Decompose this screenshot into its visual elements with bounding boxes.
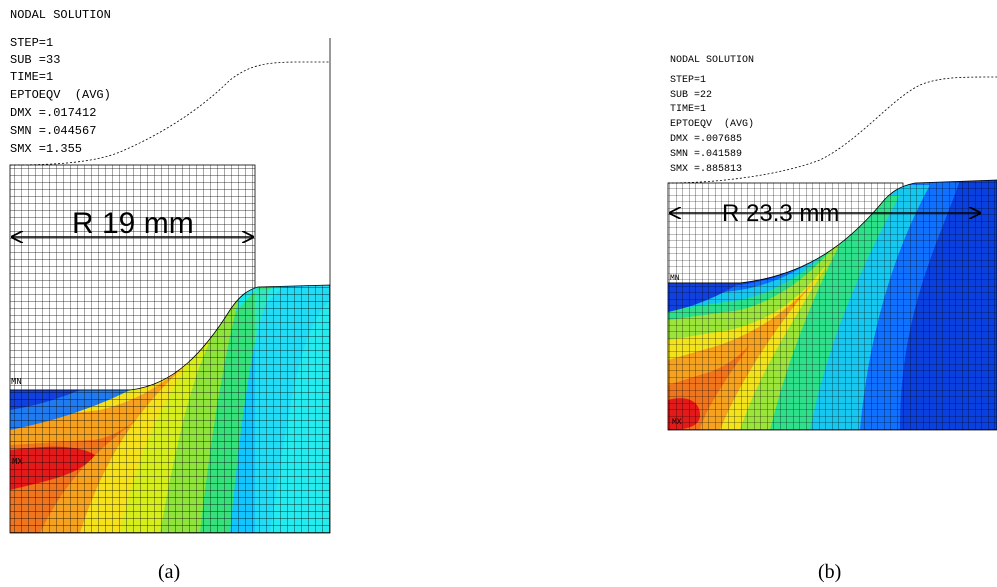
header: NODAL SOLUTION xyxy=(670,55,754,66)
dimension-label: R 23.3 mm xyxy=(722,200,839,227)
info-line: EPTOEQV (AVG) xyxy=(10,88,111,102)
info-line: STEP=1 xyxy=(10,36,53,50)
info-line: EPTOEQV (AVG) xyxy=(670,118,754,130)
info-line: TIME=1 xyxy=(10,70,53,84)
info-line: DMX =.017412 xyxy=(10,106,96,120)
panel-b: NODAL SOLUTION STEP=1 SUB =22 TIME=1 EPT… xyxy=(660,55,997,583)
figure: NODAL SOLUTION STEP=1 SUB =33 TIME=1 EPT… xyxy=(0,0,997,587)
panel-a: NODAL SOLUTION STEP=1 SUB =33 TIME=1 EPT… xyxy=(10,8,330,583)
max-label: MX xyxy=(672,418,682,427)
info-line: SUB =22 xyxy=(670,90,712,101)
info-line: STEP=1 xyxy=(670,75,706,86)
info-line: SMN =.041589 xyxy=(670,149,742,160)
max-label: MX xyxy=(12,457,23,467)
caption: (b) xyxy=(818,561,841,583)
dimension-label: R 19 mm xyxy=(72,207,194,240)
info-line: SUB =33 xyxy=(10,53,60,67)
min-label: MN xyxy=(11,377,22,387)
min-label: MN xyxy=(670,274,680,283)
info-line: SMX =1.355 xyxy=(10,142,82,156)
info-line: SMX =.885813 xyxy=(670,164,742,175)
caption: (a) xyxy=(158,561,180,583)
header: NODAL SOLUTION xyxy=(10,8,111,22)
info-line: SMN =.044567 xyxy=(10,124,96,138)
info-line: DMX =.007685 xyxy=(670,134,742,145)
info-line: TIME=1 xyxy=(670,104,706,115)
